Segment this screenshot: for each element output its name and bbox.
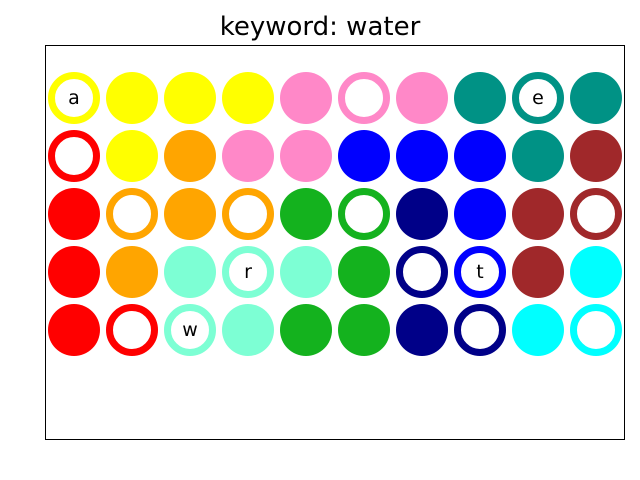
filled-cell[interactable] bbox=[222, 72, 274, 124]
filled-cell[interactable] bbox=[280, 72, 332, 124]
filled-cell[interactable] bbox=[106, 130, 158, 182]
ring-cell[interactable]: r bbox=[222, 246, 274, 298]
filled-cell[interactable] bbox=[106, 72, 158, 124]
filled-cell[interactable] bbox=[280, 188, 332, 240]
filled-cell[interactable] bbox=[570, 130, 622, 182]
filled-cell[interactable] bbox=[512, 304, 564, 356]
ring-cell[interactable] bbox=[338, 72, 390, 124]
filled-cell[interactable] bbox=[338, 246, 390, 298]
filled-cell[interactable] bbox=[454, 130, 506, 182]
ring-cell[interactable] bbox=[454, 304, 506, 356]
filled-cell[interactable] bbox=[222, 130, 274, 182]
filled-cell[interactable] bbox=[512, 130, 564, 182]
keyword-title: keyword: water bbox=[219, 12, 421, 42]
filled-cell[interactable] bbox=[570, 72, 622, 124]
filled-cell[interactable] bbox=[396, 188, 448, 240]
filled-cell[interactable] bbox=[454, 72, 506, 124]
ring-cell[interactable]: e bbox=[512, 72, 564, 124]
filled-cell[interactable] bbox=[164, 130, 216, 182]
filled-cell[interactable] bbox=[338, 304, 390, 356]
ring-cell[interactable] bbox=[396, 246, 448, 298]
filled-cell[interactable] bbox=[396, 304, 448, 356]
ring-cell[interactable] bbox=[106, 304, 158, 356]
ring-cell[interactable] bbox=[338, 188, 390, 240]
ring-cell[interactable]: w bbox=[164, 304, 216, 356]
filled-cell[interactable] bbox=[280, 304, 332, 356]
game-board: a e r t w bbox=[45, 45, 625, 440]
ring-cell[interactable]: t bbox=[454, 246, 506, 298]
filled-cell[interactable] bbox=[512, 188, 564, 240]
filled-cell[interactable] bbox=[164, 246, 216, 298]
filled-cell[interactable] bbox=[164, 72, 216, 124]
filled-cell[interactable] bbox=[338, 130, 390, 182]
filled-cell[interactable] bbox=[280, 130, 332, 182]
ring-cell[interactable] bbox=[570, 304, 622, 356]
ring-cell[interactable] bbox=[570, 188, 622, 240]
filled-cell[interactable] bbox=[396, 72, 448, 124]
filled-cell[interactable] bbox=[454, 188, 506, 240]
filled-cell[interactable] bbox=[280, 246, 332, 298]
filled-cell[interactable] bbox=[570, 246, 622, 298]
filled-cell[interactable] bbox=[106, 246, 158, 298]
filled-cell[interactable] bbox=[164, 188, 216, 240]
filled-cell[interactable] bbox=[48, 188, 100, 240]
filled-cell[interactable] bbox=[48, 246, 100, 298]
ring-cell[interactable] bbox=[106, 188, 158, 240]
ring-cell[interactable] bbox=[48, 130, 100, 182]
ring-cell[interactable]: a bbox=[48, 72, 100, 124]
ring-cell[interactable] bbox=[222, 188, 274, 240]
filled-cell[interactable] bbox=[48, 304, 100, 356]
filled-cell[interactable] bbox=[512, 246, 564, 298]
filled-cell[interactable] bbox=[396, 130, 448, 182]
filled-cell[interactable] bbox=[222, 304, 274, 356]
